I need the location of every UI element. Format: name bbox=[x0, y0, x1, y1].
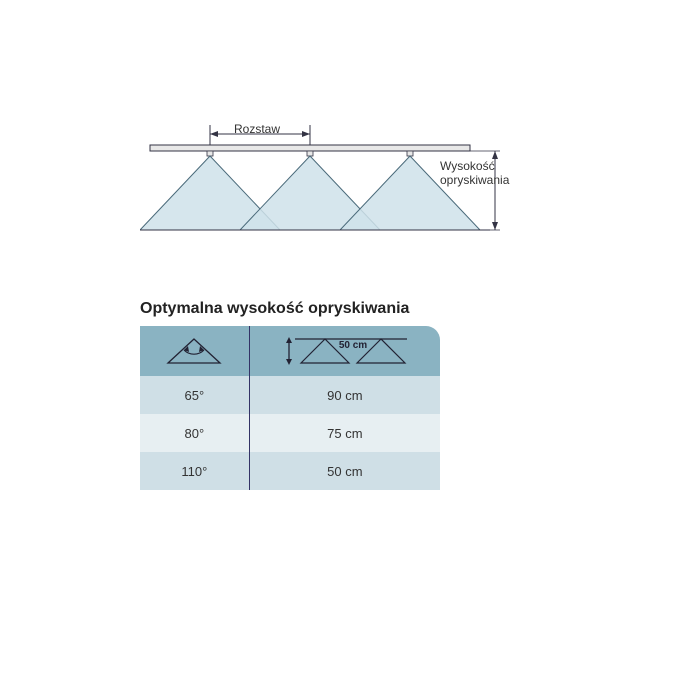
header-spacing-icon: 50 cm bbox=[249, 326, 440, 376]
nozzle-3 bbox=[407, 151, 413, 156]
cell-angle: 65° bbox=[140, 376, 249, 414]
table-header-row: 50 cm bbox=[140, 326, 440, 376]
dim-height-arrow-bot bbox=[492, 222, 498, 230]
spray-bar bbox=[150, 145, 470, 151]
height-label: Wysokość opryskiwania bbox=[440, 160, 509, 188]
cell-angle: 110° bbox=[140, 452, 249, 490]
table-row: 65° 90 cm bbox=[140, 376, 440, 414]
table-row: 110° 50 cm bbox=[140, 452, 440, 490]
spacing-label: Rozstaw bbox=[234, 122, 280, 136]
spray-diagram: Rozstaw Wysokość opryskiwania bbox=[140, 120, 520, 260]
header-angle-icon bbox=[140, 326, 249, 376]
table-title: Optymalna wysokość opryskiwania bbox=[140, 300, 560, 318]
spray-height-table: 50 cm 65° 90 cm 80° 75 cm 110° 50 cm bbox=[140, 326, 440, 490]
nozzle-2 bbox=[307, 151, 313, 156]
spray-diagram-svg bbox=[140, 120, 520, 260]
cell-height: 50 cm bbox=[249, 452, 440, 490]
dim-height-arrow-top bbox=[492, 151, 498, 159]
dim-spacing-arrow-right bbox=[302, 131, 310, 137]
nozzle-1 bbox=[207, 151, 213, 156]
cell-angle: 80° bbox=[140, 414, 249, 452]
cell-height: 90 cm bbox=[249, 376, 440, 414]
table-row: 80° 75 cm bbox=[140, 414, 440, 452]
height-label-line1: Wysokość bbox=[440, 159, 495, 173]
height-label-line2: opryskiwania bbox=[440, 173, 509, 187]
cell-height: 75 cm bbox=[249, 414, 440, 452]
header-spacing-text: 50 cm bbox=[339, 340, 367, 351]
dim-spacing-arrow-left bbox=[210, 131, 218, 137]
